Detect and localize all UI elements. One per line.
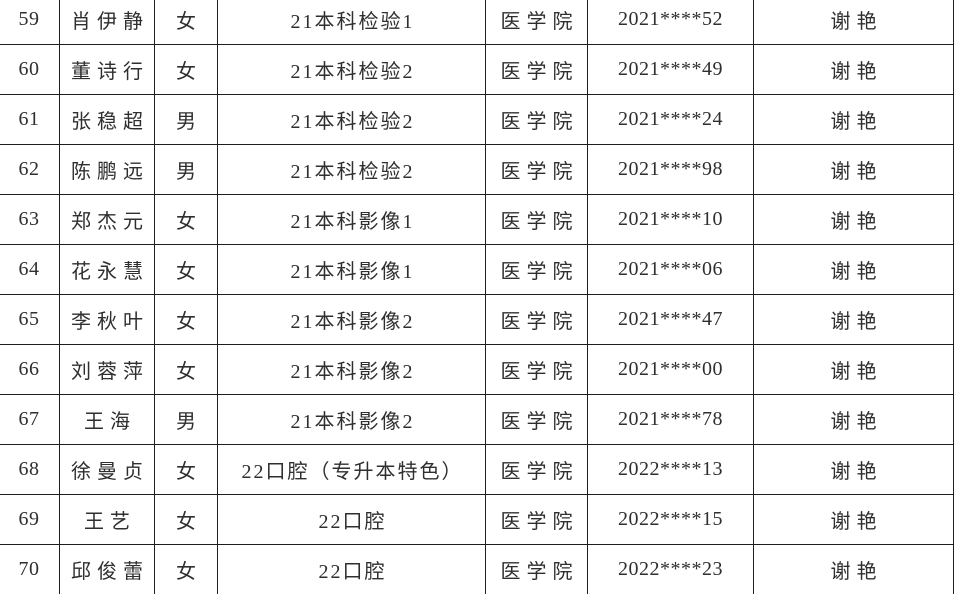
student-id-cell: 2021****06 [587, 244, 754, 295]
class-cell: 22口腔（专升本特色） [217, 444, 486, 495]
teacher-cell: 谢艳 [753, 494, 954, 545]
name-cell: 董诗行 [59, 44, 155, 95]
name-cell: 张稳超 [59, 94, 155, 145]
college-cell: 医学院 [485, 494, 588, 545]
teacher-cell: 谢艳 [753, 0, 954, 45]
student-id-cell: 2021****00 [587, 344, 754, 395]
teacher-cell: 谢艳 [753, 294, 954, 345]
name-cell: 王艺 [59, 494, 155, 545]
gender-cell: 女 [154, 494, 218, 545]
table-row: 67 王海 男 21本科影像2 医学院 2021****78 谢艳 [0, 394, 954, 445]
gender-cell: 男 [154, 144, 218, 195]
gender-cell: 女 [154, 544, 218, 594]
college-cell: 医学院 [485, 44, 588, 95]
name-cell: 花永慧 [59, 244, 155, 295]
college-cell: 医学院 [485, 244, 588, 295]
row-number-cell: 69 [0, 494, 60, 545]
class-cell: 21本科检验2 [217, 44, 486, 95]
class-cell: 21本科检验2 [217, 144, 486, 195]
college-cell: 医学院 [485, 194, 588, 245]
name-cell: 郑杰元 [59, 194, 155, 245]
teacher-cell: 谢艳 [753, 344, 954, 395]
class-cell: 21本科影像2 [217, 344, 486, 395]
row-number-cell: 65 [0, 294, 60, 345]
student-id-cell: 2022****15 [587, 494, 754, 545]
college-cell: 医学院 [485, 94, 588, 145]
table-row: 68 徐曼贞 女 22口腔（专升本特色） 医学院 2022****13 谢艳 [0, 444, 954, 495]
teacher-cell: 谢艳 [753, 544, 954, 594]
name-cell: 李秋叶 [59, 294, 155, 345]
name-cell: 邱俊蕾 [59, 544, 155, 594]
teacher-cell: 谢艳 [753, 44, 954, 95]
class-cell: 21本科检验2 [217, 94, 486, 145]
name-cell: 肖伊静 [59, 0, 155, 45]
name-cell: 刘蓉萍 [59, 344, 155, 395]
college-cell: 医学院 [485, 394, 588, 445]
student-id-cell: 2022****23 [587, 544, 754, 594]
class-cell: 21本科影像2 [217, 394, 486, 445]
name-cell: 王海 [59, 394, 155, 445]
row-number-cell: 64 [0, 244, 60, 295]
teacher-cell: 谢艳 [753, 244, 954, 295]
class-cell: 21本科影像1 [217, 194, 486, 245]
table-row: 60 董诗行 女 21本科检验2 医学院 2021****49 谢艳 [0, 44, 954, 95]
row-number-cell: 59 [0, 0, 60, 45]
row-number-cell: 61 [0, 94, 60, 145]
gender-cell: 女 [154, 344, 218, 395]
college-cell: 医学院 [485, 144, 588, 195]
gender-cell: 女 [154, 194, 218, 245]
class-cell: 21本科检验1 [217, 0, 486, 45]
gender-cell: 女 [154, 44, 218, 95]
teacher-cell: 谢艳 [753, 444, 954, 495]
class-cell: 21本科影像2 [217, 294, 486, 345]
table-row: 62 陈鹏远 男 21本科检验2 医学院 2021****98 谢艳 [0, 144, 954, 195]
class-cell: 22口腔 [217, 494, 486, 545]
name-cell: 徐曼贞 [59, 444, 155, 495]
student-id-cell: 2021****78 [587, 394, 754, 445]
row-number-cell: 66 [0, 344, 60, 395]
teacher-cell: 谢艳 [753, 144, 954, 195]
row-number-cell: 63 [0, 194, 60, 245]
table-row: 70 邱俊蕾 女 22口腔 医学院 2022****23 谢艳 [0, 544, 954, 594]
college-cell: 医学院 [485, 0, 588, 45]
student-id-cell: 2021****98 [587, 144, 754, 195]
table-row: 69 王艺 女 22口腔 医学院 2022****15 谢艳 [0, 494, 954, 545]
student-id-cell: 2021****52 [587, 0, 754, 45]
gender-cell: 男 [154, 394, 218, 445]
table-row: 66 刘蓉萍 女 21本科影像2 医学院 2021****00 谢艳 [0, 344, 954, 395]
college-cell: 医学院 [485, 294, 588, 345]
row-number-cell: 68 [0, 444, 60, 495]
gender-cell: 女 [154, 294, 218, 345]
student-id-cell: 2022****13 [587, 444, 754, 495]
teacher-cell: 谢艳 [753, 394, 954, 445]
table-row: 61 张稳超 男 21本科检验2 医学院 2021****24 谢艳 [0, 94, 954, 145]
class-cell: 22口腔 [217, 544, 486, 594]
teacher-cell: 谢艳 [753, 94, 954, 145]
name-cell: 陈鹏远 [59, 144, 155, 195]
row-number-cell: 67 [0, 394, 60, 445]
student-id-cell: 2021****49 [587, 44, 754, 95]
gender-cell: 女 [154, 244, 218, 295]
table-row: 65 李秋叶 女 21本科影像2 医学院 2021****47 谢艳 [0, 294, 954, 345]
table-row: 64 花永慧 女 21本科影像1 医学院 2021****06 谢艳 [0, 244, 954, 295]
class-cell: 21本科影像1 [217, 244, 486, 295]
row-number-cell: 62 [0, 144, 60, 195]
college-cell: 医学院 [485, 544, 588, 594]
teacher-cell: 谢艳 [753, 194, 954, 245]
gender-cell: 女 [154, 0, 218, 45]
row-number-cell: 70 [0, 544, 60, 594]
table-row: 63 郑杰元 女 21本科影像1 医学院 2021****10 谢艳 [0, 194, 954, 245]
student-id-cell: 2021****47 [587, 294, 754, 345]
student-id-cell: 2021****24 [587, 94, 754, 145]
gender-cell: 男 [154, 94, 218, 145]
college-cell: 医学院 [485, 444, 588, 495]
gender-cell: 女 [154, 444, 218, 495]
table-row: 59 肖伊静 女 21本科检验1 医学院 2021****52 谢艳 [0, 0, 954, 45]
college-cell: 医学院 [485, 344, 588, 395]
student-id-cell: 2021****10 [587, 194, 754, 245]
row-number-cell: 60 [0, 44, 60, 95]
